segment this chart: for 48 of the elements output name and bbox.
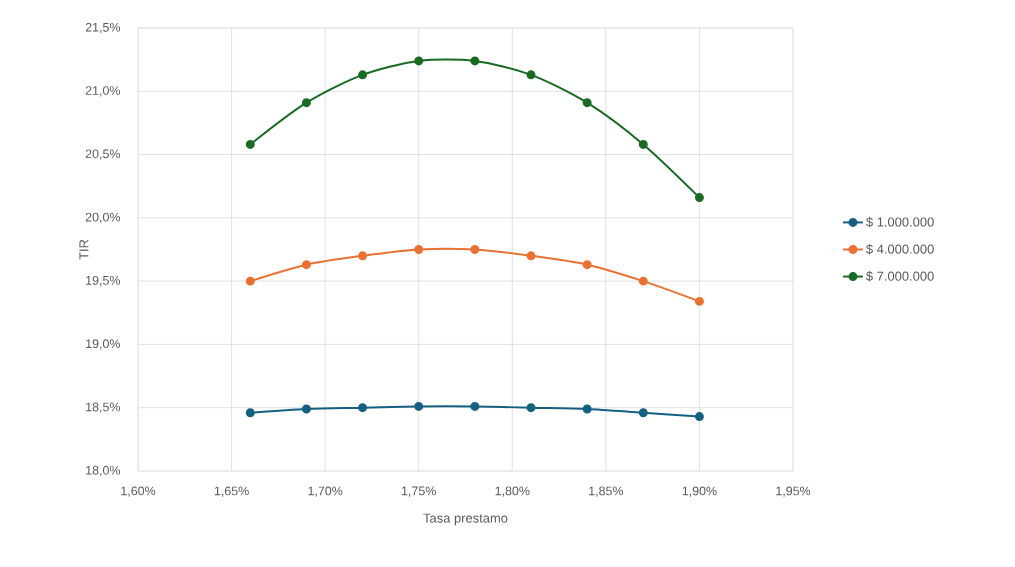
point	[301, 260, 311, 270]
point	[470, 56, 480, 66]
x-tick-label: 1,80%	[495, 486, 530, 497]
y-tick-label: 21,0%	[85, 86, 121, 97]
legend-label: $ 7.000.000	[866, 271, 934, 282]
y-tick-label: 18,0%	[86, 465, 121, 477]
point	[245, 139, 255, 149]
point	[526, 70, 536, 80]
point	[526, 403, 536, 413]
point	[582, 260, 592, 270]
point	[470, 401, 480, 411]
point	[638, 276, 648, 286]
x-tick-label: 1,60%	[121, 486, 156, 497]
point	[358, 70, 368, 80]
legend-label: $ 4.000.000	[866, 243, 934, 255]
point	[414, 56, 424, 66]
point	[582, 98, 592, 108]
x-tick-label: 1,85%	[589, 486, 624, 497]
point	[526, 251, 536, 261]
point	[638, 139, 648, 149]
y-tick-label: 20,5%	[85, 149, 121, 160]
point	[358, 251, 368, 261]
point	[694, 193, 704, 203]
x-axis-title: Tasa prestamo	[423, 513, 508, 526]
x-tick-label: 1,90%	[682, 486, 717, 497]
point	[414, 401, 424, 411]
point	[470, 245, 480, 254]
y-tick-label: 20,0%	[85, 212, 121, 223]
point	[245, 276, 255, 286]
y-tick-label: 19,5%	[86, 275, 121, 287]
x-tick-label: 1,65%	[214, 486, 249, 497]
point	[245, 408, 255, 418]
y-tick-label: 21,5%	[85, 22, 121, 34]
x-tick-label: 1,95%	[776, 486, 811, 497]
point	[694, 296, 704, 306]
y-axis-title: TIR	[79, 239, 89, 260]
point	[358, 403, 368, 413]
point	[301, 98, 311, 108]
x-tick-label: 1,75%	[402, 486, 436, 497]
point	[694, 412, 704, 422]
point	[638, 408, 648, 418]
point	[414, 245, 424, 254]
y-tick-label: 18,5%	[86, 402, 121, 413]
x-tick-label: 1,70%	[308, 486, 343, 497]
legend-label: $ 1.000.000	[866, 216, 934, 228]
y-tick-label: 19,0%	[86, 339, 121, 350]
point	[301, 404, 311, 414]
point	[582, 404, 592, 414]
